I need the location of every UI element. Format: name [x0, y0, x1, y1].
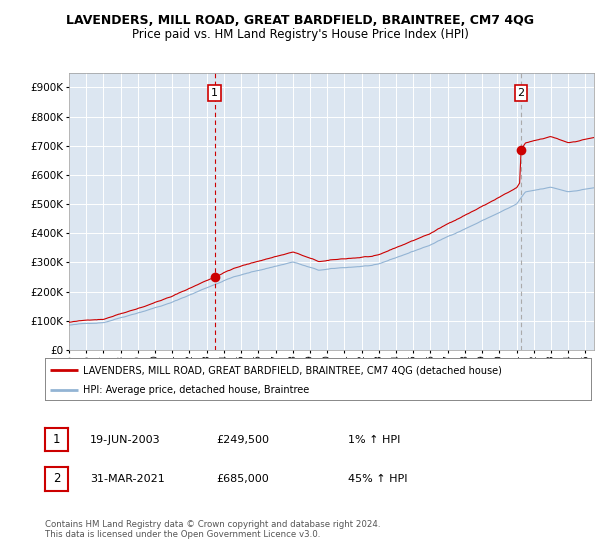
- Text: LAVENDERS, MILL ROAD, GREAT BARDFIELD, BRAINTREE, CM7 4QG (detached house): LAVENDERS, MILL ROAD, GREAT BARDFIELD, B…: [83, 365, 502, 375]
- Text: Price paid vs. HM Land Registry's House Price Index (HPI): Price paid vs. HM Land Registry's House …: [131, 28, 469, 41]
- Text: £685,000: £685,000: [216, 474, 269, 484]
- Text: 1: 1: [211, 88, 218, 98]
- Text: 2: 2: [53, 472, 60, 486]
- Text: 45% ↑ HPI: 45% ↑ HPI: [348, 474, 407, 484]
- Text: 31-MAR-2021: 31-MAR-2021: [90, 474, 165, 484]
- Text: 2: 2: [517, 88, 524, 98]
- Text: LAVENDERS, MILL ROAD, GREAT BARDFIELD, BRAINTREE, CM7 4QG: LAVENDERS, MILL ROAD, GREAT BARDFIELD, B…: [66, 14, 534, 27]
- Text: 19-JUN-2003: 19-JUN-2003: [90, 435, 161, 445]
- Text: 1% ↑ HPI: 1% ↑ HPI: [348, 435, 400, 445]
- Text: Contains HM Land Registry data © Crown copyright and database right 2024.
This d: Contains HM Land Registry data © Crown c…: [45, 520, 380, 539]
- Text: 1: 1: [53, 433, 60, 446]
- Text: £249,500: £249,500: [216, 435, 269, 445]
- Text: HPI: Average price, detached house, Braintree: HPI: Average price, detached house, Brai…: [83, 385, 310, 395]
